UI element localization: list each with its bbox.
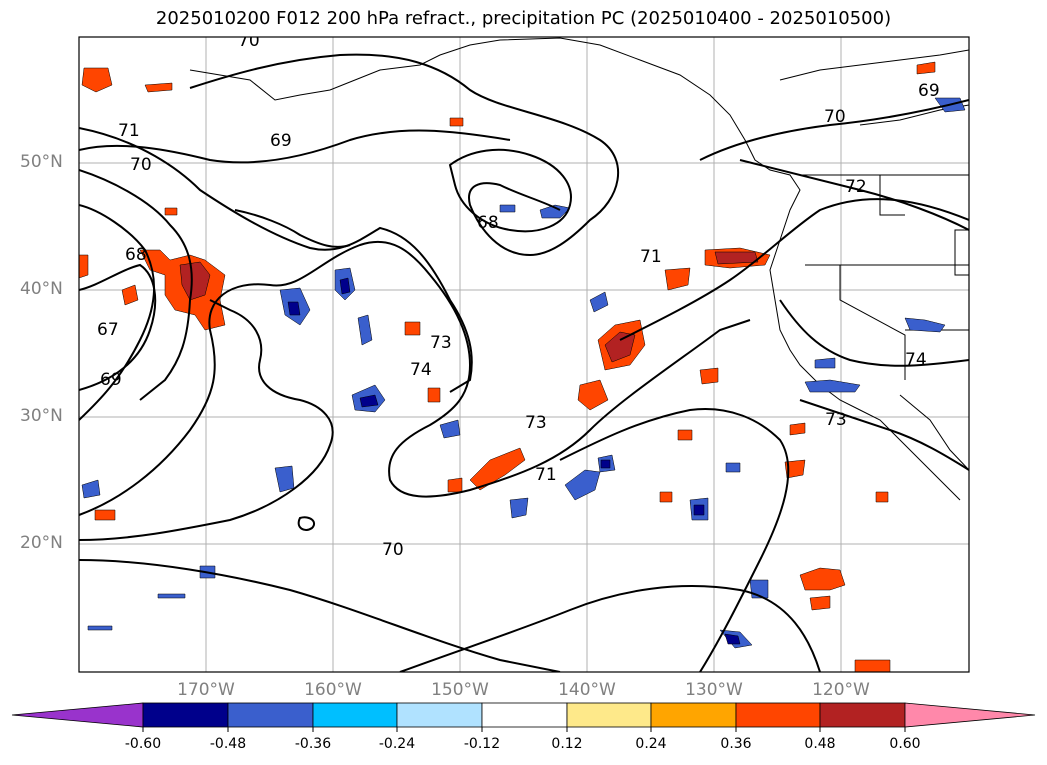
map-title: 2025010200 F012 200 hPa refract., precip… — [155, 8, 892, 29]
colorbar-segment — [735, 702, 821, 728]
colorbar-tick-label: 0.24 — [635, 736, 667, 752]
contour-label: 70 — [382, 540, 404, 560]
contour-label: 71 — [118, 121, 140, 141]
map-area — [79, 37, 969, 672]
contour-label: 73 — [525, 413, 547, 433]
colorbar-extend-left — [11, 702, 144, 728]
lon-label: 130°W — [685, 680, 743, 700]
colorbar-tick-label: 0.48 — [804, 736, 836, 752]
contour-label: 67 — [97, 320, 119, 340]
contour-label: 70 — [130, 155, 152, 175]
contour-labels: 70 71 70 69 68 67 69 68 71 70 72 69 74 7… — [97, 31, 940, 560]
lat-label: 20°N — [20, 533, 63, 553]
colorbar-segment — [142, 702, 229, 728]
contour-label: 69 — [100, 370, 122, 390]
lon-label: 140°W — [558, 680, 616, 700]
colorbar-tick-label: 0.36 — [720, 736, 752, 752]
colorbar-segment — [481, 702, 568, 728]
contour-label: 69 — [270, 131, 292, 151]
lat-label: 50°N — [20, 152, 63, 172]
map-border — [78, 36, 970, 673]
contour-label: 70 — [238, 31, 260, 51]
colorbar-segment — [819, 702, 906, 728]
colorbar-extend-right — [904, 702, 1036, 728]
colorbar-tick-label: -0.24 — [378, 736, 416, 752]
colorbar-tick-label: -0.48 — [209, 736, 247, 752]
colorbar-segment — [650, 702, 737, 728]
lon-label: 170°W — [177, 680, 235, 700]
colorbar-segment — [396, 702, 483, 728]
lon-label: 120°W — [812, 680, 870, 700]
colorbar-segment — [312, 702, 398, 728]
lon-label: 150°W — [431, 680, 489, 700]
contour-label: 74 — [410, 360, 432, 380]
gridlines — [79, 37, 969, 672]
colorbar-tick-label: 0.60 — [889, 736, 921, 752]
refractivity-contours — [79, 53, 969, 672]
contour-label: 74 — [905, 350, 927, 370]
colorbar-ticks — [142, 727, 906, 732]
colorbar — [11, 702, 1036, 732]
colorbar-segment — [227, 702, 314, 728]
contour-label: 73 — [825, 410, 847, 430]
colorbar-tick-label: -0.12 — [463, 736, 501, 752]
colorbar-tick-label: -0.60 — [124, 736, 162, 752]
lat-label: 30°N — [20, 406, 63, 426]
contour-label: 68 — [477, 213, 499, 233]
precip-shading — [79, 61, 966, 672]
contour-label: 71 — [535, 465, 557, 485]
contour-label: 73 — [430, 333, 452, 353]
contour-label: 72 — [845, 177, 867, 197]
colorbar-segment — [566, 702, 652, 728]
contour-label: 71 — [640, 247, 662, 267]
colorbar-tick-label: 0.12 — [551, 736, 583, 752]
lat-label: 40°N — [20, 279, 63, 299]
contour-label: 68 — [125, 245, 147, 265]
contour-label: 70 — [824, 107, 846, 127]
colorbar-tick-label: -0.36 — [294, 736, 332, 752]
contour-label: 69 — [918, 81, 940, 101]
lon-label: 160°W — [304, 680, 362, 700]
